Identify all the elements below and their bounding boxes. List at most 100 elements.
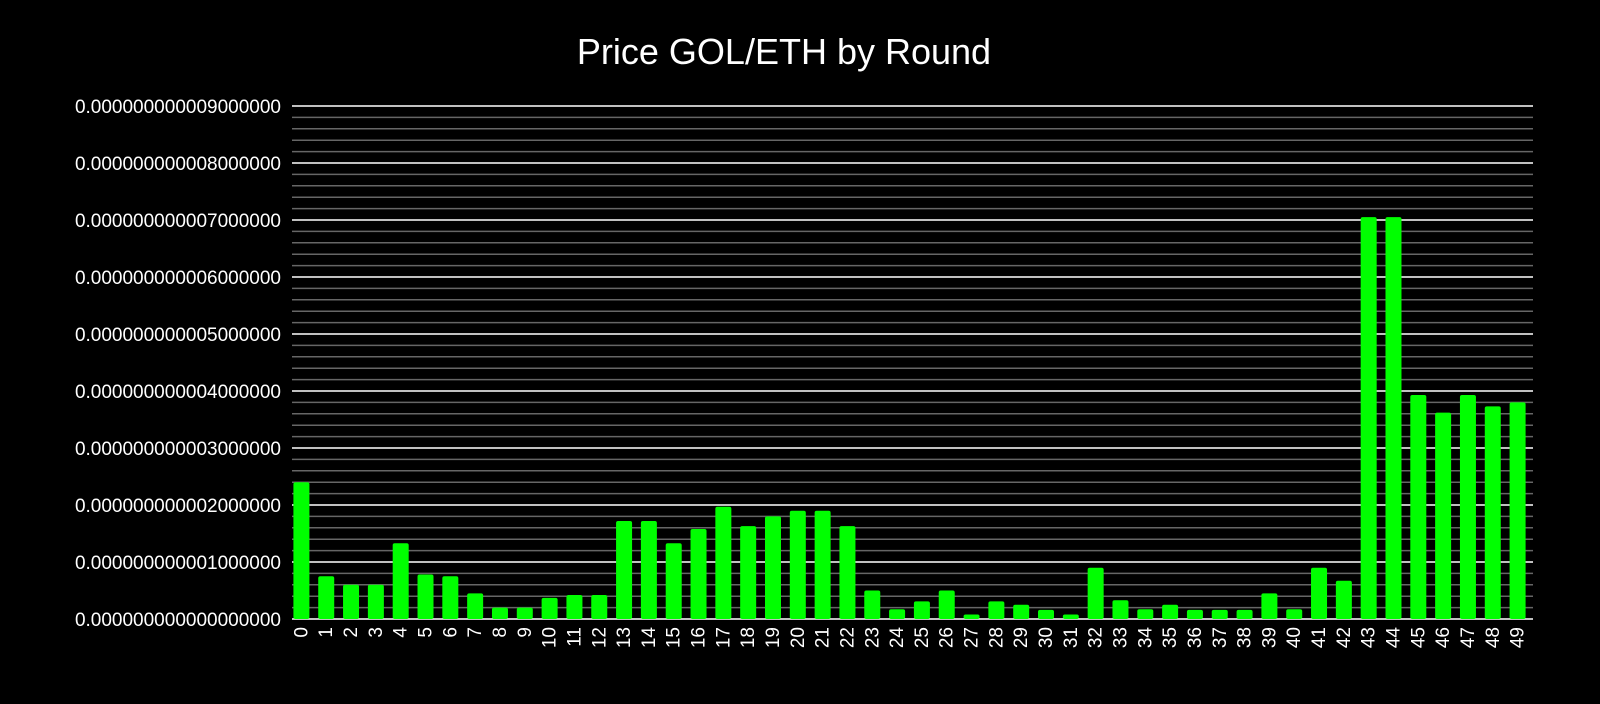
bar: [1112, 600, 1129, 619]
x-tick-label: 32: [1086, 627, 1107, 648]
x-tick-label: 5: [416, 627, 437, 638]
bar: [839, 526, 856, 619]
bar: [963, 614, 980, 619]
x-tick-label: 12: [589, 627, 610, 648]
bar: [690, 528, 707, 619]
bar: [1162, 604, 1179, 619]
bar: [293, 482, 310, 619]
y-axis-tick-labels: 0.000000000000000000 0.000000000001000000…: [75, 97, 281, 631]
bar: [541, 597, 558, 619]
x-tick-label: 34: [1135, 627, 1156, 649]
x-tick-label: 30: [1036, 627, 1057, 648]
x-tick-label: 39: [1259, 627, 1280, 648]
x-tick-label: 0: [291, 627, 312, 638]
bar: [1261, 593, 1278, 619]
x-tick-label: 16: [689, 627, 710, 648]
bar: [442, 576, 459, 619]
x-tick-label: 6: [440, 627, 461, 638]
x-tick-label: 47: [1458, 627, 1479, 648]
bar: [566, 595, 583, 619]
bar: [1236, 609, 1253, 619]
x-tick-label: 49: [1508, 627, 1529, 648]
x-tick-label: 28: [986, 627, 1007, 648]
bar: [318, 576, 335, 619]
bar: [392, 543, 409, 619]
x-tick-label: 1: [316, 627, 337, 638]
x-tick-label: 38: [1235, 627, 1256, 648]
bar: [665, 543, 682, 619]
bar: [1509, 402, 1526, 619]
bar: [1410, 394, 1427, 619]
y-tick-label: 0.000000000008000000: [75, 154, 281, 175]
bar: [988, 601, 1005, 619]
bar: [1038, 609, 1055, 619]
x-tick-label: 4: [391, 627, 412, 638]
x-tick-label: 26: [937, 627, 958, 648]
x-tick-label: 18: [738, 627, 759, 648]
bar: [864, 590, 881, 619]
bar: [1137, 609, 1154, 619]
x-tick-label: 9: [515, 627, 536, 638]
bar: [343, 584, 360, 619]
x-tick-label: 31: [1061, 627, 1082, 648]
x-tick-label: 25: [912, 627, 933, 648]
bar: [1013, 604, 1030, 619]
bar: [1062, 614, 1079, 619]
bar: [764, 516, 781, 619]
x-tick-label: 24: [887, 627, 908, 649]
x-tick-label: 43: [1359, 627, 1380, 648]
bar: [938, 590, 955, 619]
y-tick-label: 0.000000000002000000: [75, 496, 281, 517]
x-tick-label: 2: [341, 627, 362, 638]
bar: [491, 607, 508, 619]
bar: [1435, 412, 1452, 619]
grid-lines: [292, 105, 1533, 620]
x-tick-label: 17: [713, 627, 734, 648]
x-tick-label: 15: [664, 627, 685, 648]
bar: [740, 526, 757, 619]
bar: [640, 520, 657, 619]
x-tick-label: 40: [1284, 627, 1305, 648]
y-tick-label: 0.000000000006000000: [75, 268, 281, 289]
x-tick-label: 11: [564, 627, 585, 647]
x-tick-label: 36: [1185, 627, 1206, 648]
y-tick-label: 0.000000000005000000: [75, 325, 281, 346]
x-tick-label: 13: [614, 627, 635, 648]
bar: [591, 595, 608, 619]
bar: [1360, 217, 1377, 619]
x-tick-label: 21: [813, 627, 834, 648]
bar: [1459, 394, 1476, 619]
bar: [715, 506, 732, 619]
y-tick-label: 0.000000000001000000: [75, 553, 281, 574]
bar: [889, 609, 906, 619]
x-tick-label: 33: [1110, 627, 1131, 648]
x-tick-label: 46: [1433, 627, 1454, 648]
bar: [1335, 580, 1352, 619]
bar: [516, 607, 533, 619]
x-axis-tick-labels: 0 1 2 3 4 5 6 7 8 9 10 11 12 13 14 15 16 17 18 19 20 21 22 23 24…: [291, 627, 1528, 649]
x-tick-label: 42: [1334, 627, 1355, 648]
x-tick-label: 48: [1483, 627, 1504, 648]
bar: [1087, 567, 1104, 619]
x-tick-label: 45: [1408, 627, 1429, 648]
y-tick-label: 0.000000000009000000: [75, 97, 281, 118]
bar: [1186, 609, 1203, 619]
x-tick-label: 35: [1160, 627, 1181, 648]
y-tick-label: 0.000000000000000000: [75, 610, 281, 631]
bar: [616, 520, 633, 619]
bar: [467, 593, 484, 619]
x-tick-label: 41: [1309, 627, 1330, 648]
bar: [417, 574, 434, 619]
bar: [367, 584, 384, 619]
bar: [1385, 217, 1402, 619]
x-tick-label: 27: [962, 627, 983, 648]
x-tick-label: 7: [465, 627, 486, 638]
y-tick-label: 0.000000000004000000: [75, 382, 281, 403]
x-tick-label: 3: [366, 627, 387, 638]
x-tick-label: 44: [1383, 627, 1404, 649]
x-tick-label: 22: [837, 627, 858, 648]
x-tick-label: 23: [862, 627, 883, 648]
bar: [814, 510, 831, 619]
bar: [789, 510, 806, 619]
